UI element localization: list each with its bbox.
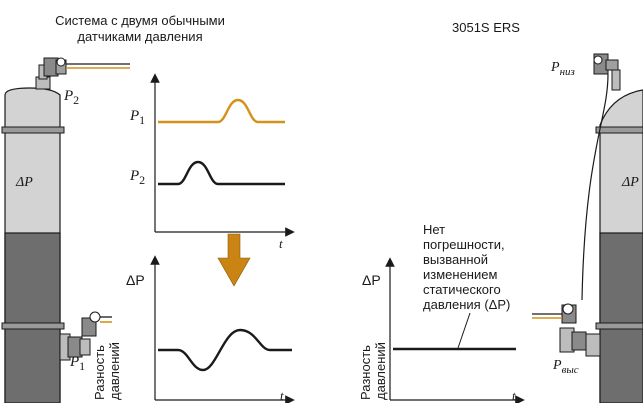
right-chart-vertical-line2: давлений — [373, 342, 388, 400]
right-tank-label: ΔP — [622, 175, 639, 190]
p2-symbol: P — [64, 88, 74, 104]
right-sensor-top-label: Pниз — [551, 60, 575, 78]
dp-curve-left — [158, 328, 292, 372]
p-high-sub: выс — [561, 363, 579, 376]
left-sensor-top-label: P2 — [64, 88, 79, 108]
note-line-1: Нет — [423, 222, 446, 237]
p1-sub: 1 — [79, 359, 86, 373]
right-bottom-sensor — [532, 303, 601, 357]
note-line-2: погрешности, — [423, 237, 505, 252]
right-title: 3051S ERS — [452, 20, 520, 35]
p1-symbol: P — [70, 354, 80, 370]
left-tank-label: ΔP — [16, 175, 33, 190]
left-bottom-sensor — [59, 311, 112, 361]
chart-top-t-label: t — [279, 236, 283, 251]
chart-p2-label: P2 — [130, 168, 145, 188]
note-line-5: статического — [423, 282, 501, 297]
right-chart-vertical-line1: Разность — [358, 345, 373, 400]
chart-p1-sub: 1 — [139, 113, 146, 127]
chart-bottom-vertical-label: Разность давлений — [92, 290, 128, 400]
right-chart — [385, 257, 525, 403]
chart-bottom-t-label: t — [280, 388, 284, 403]
note-line-6: давления (ΔP) — [423, 297, 511, 312]
chart-p1-symbol: P — [130, 108, 140, 124]
chart-p1-label: P1 — [130, 108, 145, 128]
left-bottom-chart — [150, 255, 295, 403]
right-chart-t-label: t — [512, 388, 516, 403]
p2-sub: 2 — [73, 93, 80, 107]
p-high-symbol: P — [553, 358, 562, 373]
chart-p2-sub: 2 — [139, 173, 146, 187]
left-tank — [1, 87, 65, 403]
p2-curve — [158, 160, 285, 186]
right-top-sensor — [581, 53, 621, 301]
chart-p2-symbol: P — [130, 168, 140, 184]
note-pointer — [457, 312, 471, 349]
p-low-symbol: P — [551, 60, 560, 75]
chart-bottom-vertical-line1: Разность — [92, 345, 107, 400]
right-tank — [595, 89, 643, 403]
left-sensor-bottom-label: P1 — [70, 354, 85, 374]
p1-curve — [158, 98, 285, 124]
left-title-line1: Система с двумя обычными — [55, 13, 225, 28]
left-title: Система с двумя обычными датчиками давле… — [30, 13, 250, 45]
right-chart-vertical-label: Разность давлений — [358, 290, 394, 400]
note-line-4: изменением — [423, 267, 498, 282]
p-low-sub: низ — [559, 65, 575, 78]
note-line-3: вызванной — [423, 252, 489, 267]
chart-bottom-vertical-line2: давлений — [107, 342, 122, 400]
left-top-chart — [150, 73, 295, 237]
left-top-sensor — [35, 57, 130, 90]
right-chart-dp-label: ΔP — [362, 272, 381, 288]
down-arrow — [217, 233, 251, 287]
no-error-note: Нет погрешности, вызванной изменением ст… — [423, 222, 510, 312]
chart-bottom-dp-label: ΔP — [126, 272, 145, 288]
right-sensor-bottom-label: Pвыс — [553, 358, 579, 376]
left-title-line2: датчиками давления — [77, 29, 203, 44]
